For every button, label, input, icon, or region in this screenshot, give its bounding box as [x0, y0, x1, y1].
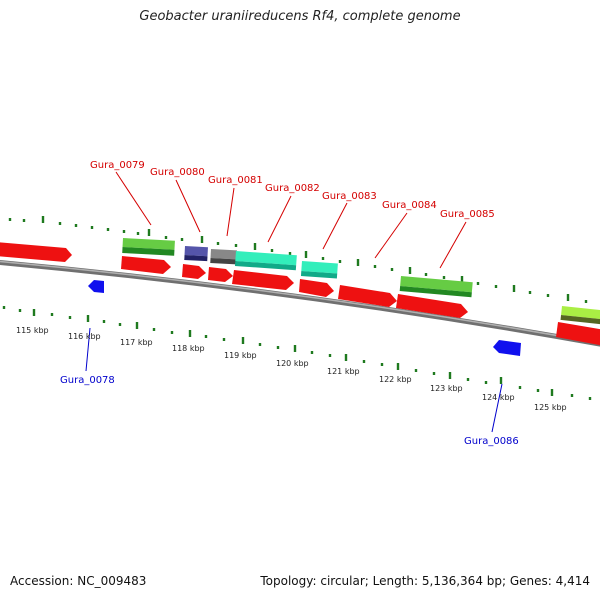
- topology-text: Topology: circular; Length: 5,136,364 bp…: [260, 574, 590, 588]
- tick-label: 121 kbp: [327, 367, 360, 376]
- tick-label: 119 kbp: [224, 351, 257, 360]
- forward-gene-track: [0, 242, 600, 346]
- forward-gene-arrow: [121, 256, 171, 274]
- feature-purple: [184, 245, 208, 257]
- leader-line: [491, 383, 503, 433]
- tick-label: 117 kbp: [120, 338, 153, 347]
- genome-backbone: [0, 259, 600, 347]
- feature-purple-shade: [184, 254, 208, 262]
- leader-line: [175, 179, 201, 233]
- leader-line: [439, 221, 467, 269]
- gene-label-gura-0078[interactable]: Gura_0078: [60, 375, 115, 386]
- feature-teal-shade: [234, 260, 297, 271]
- forward-gene-arrow: [232, 270, 294, 290]
- feature-teal: [235, 251, 297, 266]
- leader-line: [322, 202, 348, 250]
- forward-gene-arrow: [338, 285, 397, 307]
- accession-text: Accession: NC_009483: [10, 574, 147, 588]
- gene-label-gura-0079[interactable]: Gura_0079: [90, 160, 145, 171]
- reverse-gene-arrow: [88, 280, 104, 293]
- reverse-gene-track: [88, 280, 521, 356]
- leader-line: [226, 187, 235, 237]
- tick-label: 125 kbp: [534, 403, 567, 412]
- feature-grey-shade: [210, 257, 237, 265]
- leader-line: [115, 171, 152, 226]
- tick-label: 115 kbp: [16, 326, 49, 335]
- feature-olive-shade: [560, 314, 600, 325]
- leader-line: [267, 195, 292, 243]
- reverse-gene-labels: Gura_0078 Gura_0086: [60, 375, 519, 447]
- gene-label-gura-0083[interactable]: Gura_0083: [322, 191, 377, 202]
- feature-green: [400, 276, 473, 293]
- tick-label: 124 kbp: [482, 393, 515, 402]
- forward-gene-labels: Gura_0079 Gura_0080 Gura_0081 Gura_0082 …: [90, 160, 495, 220]
- forward-gene-arrow: [396, 294, 468, 318]
- forward-gene-arrow: [299, 279, 334, 297]
- kbp-tick-labels: 115 kbp 116 kbp 117 kbp 118 kbp 119 kbp …: [16, 326, 567, 412]
- outer-ruler: [8, 216, 588, 303]
- map-title: Geobacter uraniireducens Rf4, complete g…: [139, 9, 461, 24]
- feature-yellowgreen: [561, 306, 600, 320]
- feature-teal-shade: [300, 270, 338, 279]
- feature-green-shade: [399, 285, 472, 298]
- forward-gene-arrow: [182, 264, 206, 279]
- forward-gene-arrow: [0, 242, 72, 262]
- forward-gene-arrow: [556, 322, 600, 346]
- gene-label-gura-0084[interactable]: Gura_0084: [382, 200, 437, 211]
- gene-label-gura-0081[interactable]: Gura_0081: [208, 175, 263, 186]
- reverse-gene-arrow: [493, 340, 521, 356]
- feature-teal: [301, 261, 338, 274]
- gene-label-gura-0086[interactable]: Gura_0086: [464, 436, 519, 447]
- tick-label: 116 kbp: [68, 332, 101, 341]
- gene-label-gura-0080[interactable]: Gura_0080: [150, 167, 205, 178]
- feature-green: [122, 237, 175, 250]
- forward-label-leaders: [115, 171, 467, 269]
- reverse-label-leaders: [85, 327, 503, 433]
- genome-backbone-highlight: [0, 260, 600, 344]
- leader-line: [374, 212, 408, 259]
- tick-label: 122 kbp: [379, 375, 412, 384]
- forward-gene-arrow: [208, 267, 233, 282]
- tick-label: 123 kbp: [430, 384, 463, 393]
- feature-grey: [210, 248, 237, 260]
- gene-label-gura-0082[interactable]: Gura_0082: [265, 183, 320, 194]
- inner-ruler: [2, 306, 592, 400]
- leader-line: [85, 327, 91, 372]
- feature-green-shade: [122, 246, 175, 256]
- outer-feature-track: [122, 237, 600, 325]
- tick-label: 120 kbp: [276, 359, 309, 368]
- tick-label: 118 kbp: [172, 344, 205, 353]
- gene-label-gura-0085[interactable]: Gura_0085: [440, 209, 495, 220]
